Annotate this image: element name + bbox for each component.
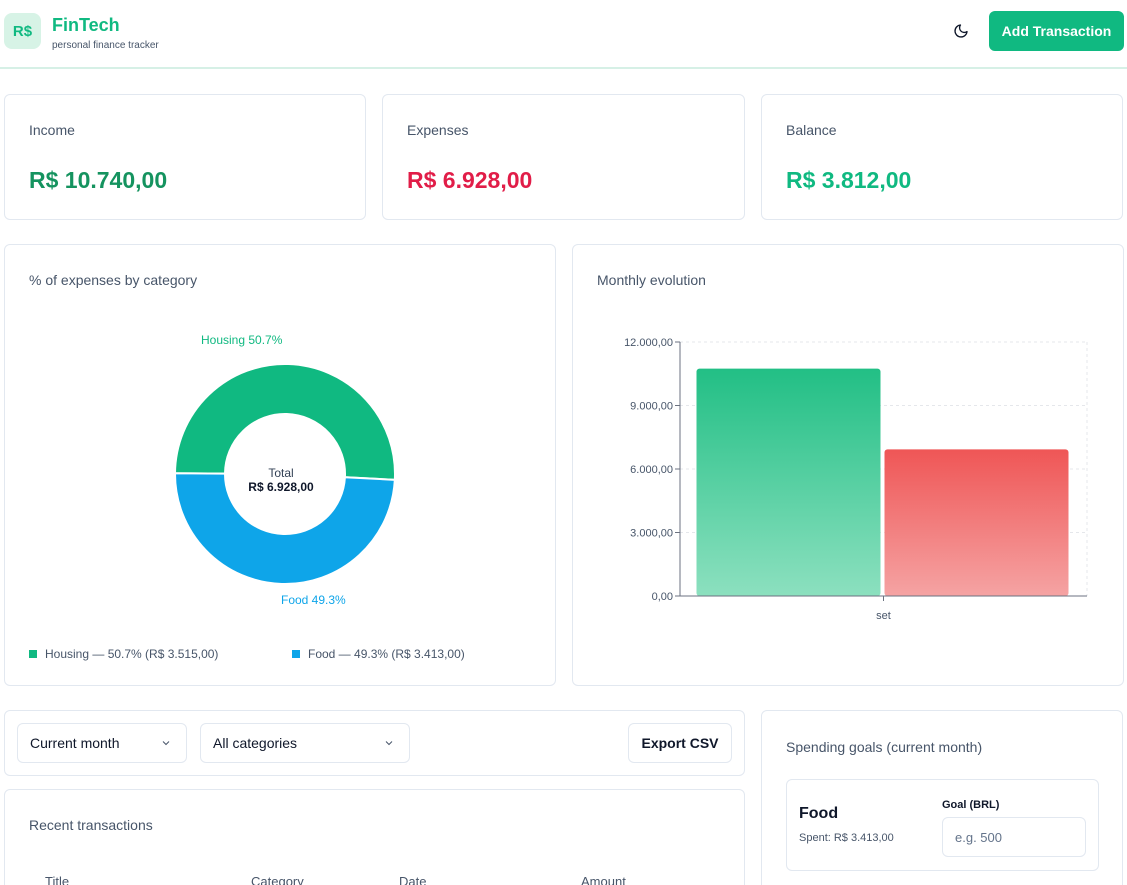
column-header-title[interactable]: Title — [45, 874, 70, 885]
category-select-value: All categories — [213, 735, 298, 751]
legend-housing-label: Housing — 50.7% (R$ 3.515,00) — [45, 647, 219, 661]
app-title: FinTech — [52, 15, 120, 35]
balance-card: Balance R$ 3.812,00 — [761, 94, 1123, 220]
app-header: R$ FinTech personal finance tracker Add … — [0, 0, 1127, 69]
monthly-title: Monthly evolution — [597, 272, 706, 288]
transactions-card: Recent transactions Title Category Date … — [4, 789, 745, 885]
column-header-amount[interactable]: Amount — [581, 874, 626, 885]
goal-item: Food Spent: R$ 3.413,00 Goal (BRL) — [786, 779, 1099, 871]
add-transaction-button[interactable]: Add Transaction — [989, 11, 1124, 51]
donut-slice-housing[interactable] — [173, 362, 396, 481]
balance-label: Balance — [786, 122, 837, 138]
y-tick-label: 6.000,00 — [630, 464, 673, 476]
monthly-evolution-card: Monthly evolution 0,00 3.000,00 6.000,00 9.… — [572, 244, 1124, 686]
goal-category: Food — [799, 805, 839, 822]
donut-slice-food[interactable] — [174, 472, 396, 585]
donut-chart: Housing 50.7% Food 49.3% Total R$ 6.928,… — [173, 333, 396, 607]
goal-spent: Spent: R$ 3.413,00 — [799, 832, 894, 844]
bar-expenses[interactable] — [884, 449, 1069, 596]
column-header-date[interactable]: Date — [399, 874, 427, 885]
housing-callout: Housing 50.7% — [201, 333, 283, 347]
chevron-down-icon — [385, 741, 393, 746]
transactions-title: Recent transactions — [29, 817, 153, 833]
category-select[interactable]: All categories — [200, 723, 410, 763]
expenses-label: Expenses — [407, 122, 469, 138]
theme-toggle-button[interactable] — [950, 20, 972, 42]
legend-food-label: Food — 49.3% (R$ 3.413,00) — [308, 647, 465, 661]
x-tick-label: set — [876, 610, 891, 622]
food-callout: Food 49.3% — [281, 593, 346, 607]
income-value: R$ 10.740,00 — [29, 167, 168, 193]
legend-food: Food — 49.3% (R$ 3.413,00) — [292, 647, 465, 661]
balance-value: R$ 3.812,00 — [786, 167, 912, 193]
donut-center-label: Total — [268, 466, 293, 480]
legend-housing-swatch — [29, 650, 37, 658]
expenses-value: R$ 6.928,00 — [407, 167, 533, 193]
y-tick-label: 12.000,00 — [624, 337, 673, 349]
moon-icon — [954, 24, 968, 38]
filters-bar: Current month All categories Export CSV — [4, 710, 745, 776]
expenses-card: Expenses R$ 6.928,00 — [382, 94, 745, 220]
export-csv-button[interactable]: Export CSV — [628, 723, 732, 763]
donut-title: % of expenses by category — [29, 272, 198, 288]
y-tick-label: 9.000,00 — [630, 401, 673, 413]
legend-food-swatch — [292, 650, 300, 658]
bar-income[interactable] — [696, 368, 881, 596]
goal-input-label: Goal (BRL) — [942, 799, 1000, 811]
chevron-down-icon — [162, 741, 170, 746]
income-label: Income — [29, 122, 75, 138]
period-select[interactable]: Current month — [17, 723, 187, 763]
expenses-by-category-card: % of expenses by category Housing 50.7% … — [4, 244, 556, 686]
income-card: Income R$ 10.740,00 — [4, 94, 366, 220]
y-tick-label: 0,00 — [652, 591, 673, 603]
legend-housing: Housing — 50.7% (R$ 3.515,00) — [29, 647, 218, 661]
goal-amount-input[interactable] — [942, 817, 1086, 857]
goals-title: Spending goals (current month) — [786, 739, 983, 755]
donut-center-value: R$ 6.928,00 — [248, 480, 314, 494]
column-header-category[interactable]: Category — [251, 874, 304, 885]
monthly-bar-chart: 0,00 3.000,00 6.000,00 9.000,00 12.000,00 set — [624, 337, 1088, 622]
logo-icon: R$ — [4, 13, 41, 49]
y-tick-label: 3.000,00 — [630, 528, 673, 540]
period-select-value: Current month — [30, 735, 120, 751]
app-subtitle: personal finance tracker — [52, 40, 159, 51]
spending-goals-card: Spending goals (current month) Food Spen… — [761, 710, 1123, 885]
